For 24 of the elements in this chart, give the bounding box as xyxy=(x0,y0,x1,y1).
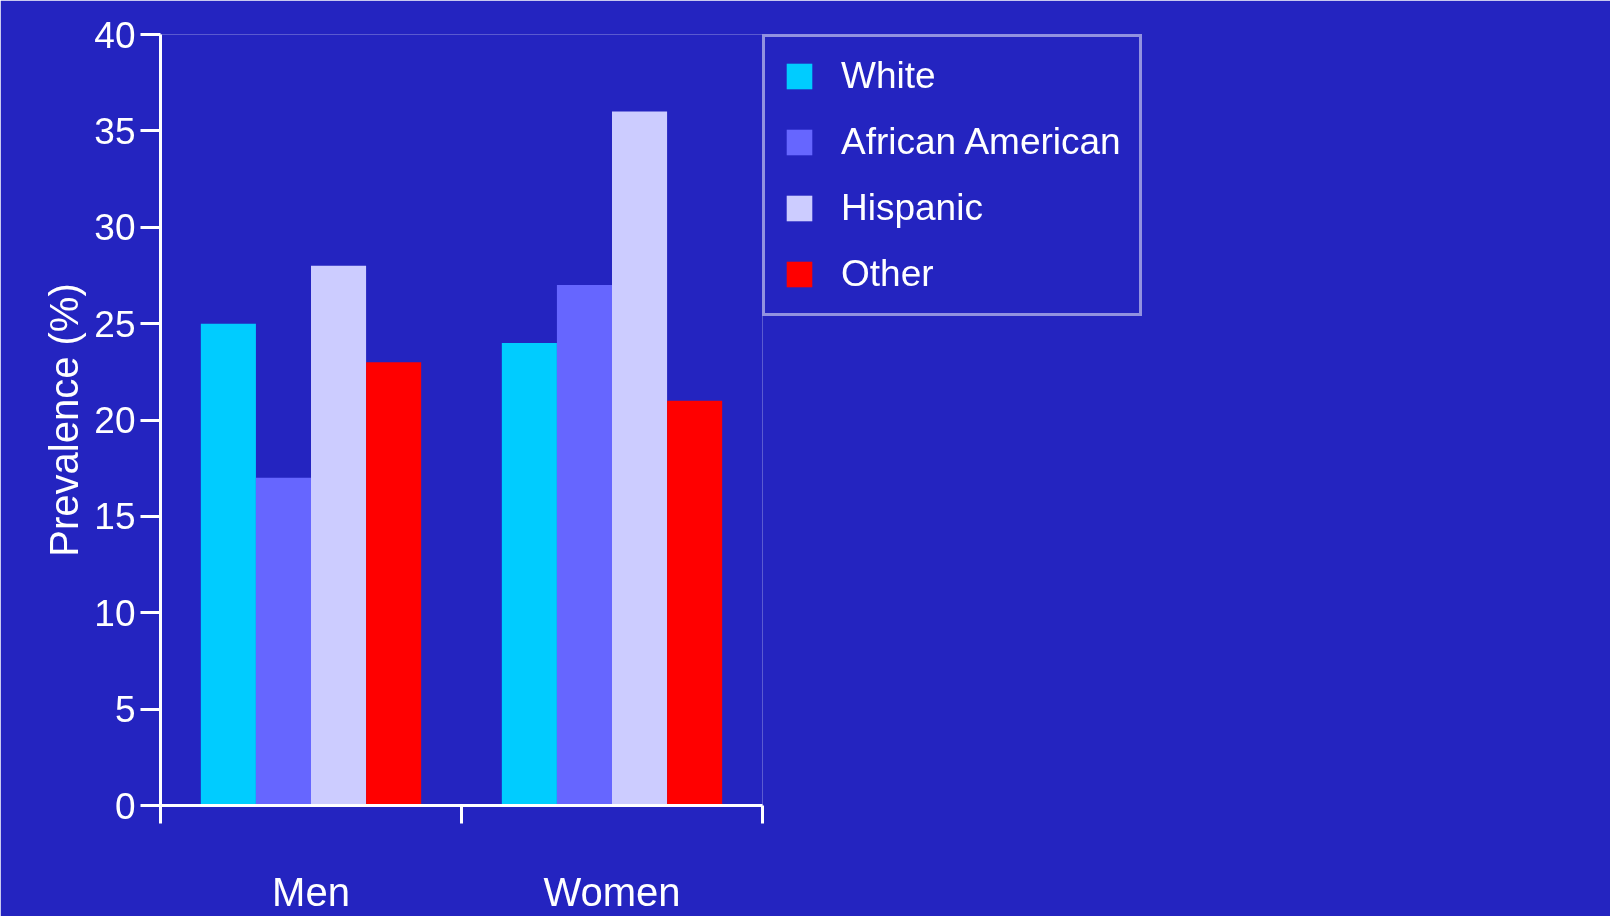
legend-label: Hispanic xyxy=(841,187,983,229)
legend-label: African American xyxy=(841,121,1121,163)
y-tick-label: 5 xyxy=(114,689,136,731)
bar xyxy=(200,323,256,806)
y-tick-label: 30 xyxy=(94,207,136,249)
bar xyxy=(612,111,668,806)
bar xyxy=(667,400,723,806)
bar xyxy=(311,265,367,806)
y-axis-title: Prevalence (%) xyxy=(42,283,87,557)
legend-label: Other xyxy=(841,253,934,295)
y-tick-label: 15 xyxy=(94,496,136,538)
y-tick-label: 35 xyxy=(94,110,136,152)
bar xyxy=(556,285,612,806)
x-tick-label: Women xyxy=(543,869,681,914)
y-tick-label: 40 xyxy=(94,14,136,56)
bar xyxy=(255,477,311,806)
bar xyxy=(501,342,557,806)
bar xyxy=(366,362,422,806)
legend-label: White xyxy=(841,55,936,97)
y-tick-label: 0 xyxy=(114,785,136,827)
x-tick-label: Men xyxy=(272,869,350,914)
y-tick-label: 25 xyxy=(94,303,136,345)
y-tick-label: 10 xyxy=(94,592,136,634)
y-tick-label: 20 xyxy=(94,400,136,441)
